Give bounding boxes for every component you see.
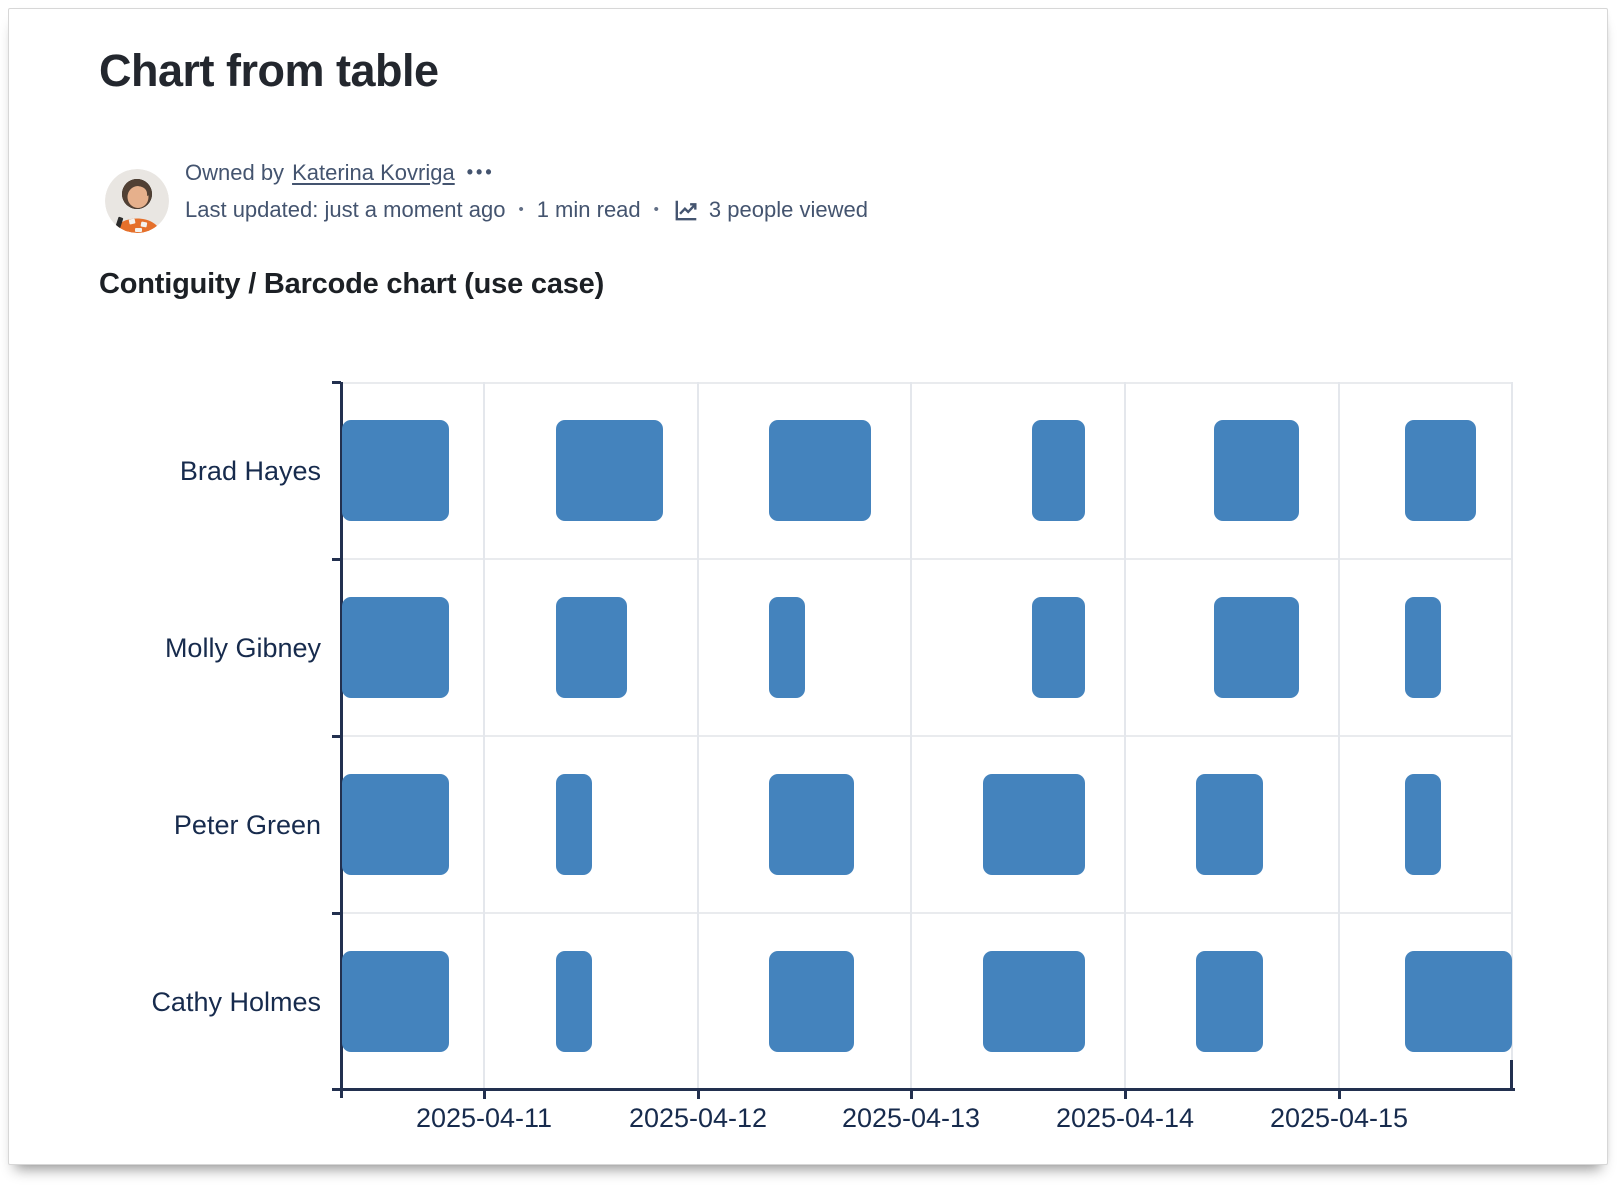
x-axis-tick — [1124, 1090, 1127, 1099]
avatar-image — [105, 169, 169, 233]
read-time-text: 1 min read — [536, 196, 641, 222]
more-actions-button[interactable]: ••• — [466, 162, 495, 182]
dot-separator: • — [653, 201, 659, 218]
bar — [769, 597, 805, 698]
bar — [769, 951, 854, 1052]
byline: Owned by Katerina Kovriga ••• Last updat… — [185, 158, 1085, 224]
x-axis-tick — [483, 1090, 486, 1099]
last-updated-text: Last updated: just a moment ago — [185, 196, 506, 222]
owner-link[interactable]: Katerina Kovriga — [292, 159, 455, 185]
byline-meta-row: Last updated: just a moment ago • 1 min … — [185, 195, 1085, 224]
bar — [1196, 951, 1263, 1052]
category-label: Brad Hayes — [179, 455, 321, 486]
bar — [342, 774, 449, 875]
x-axis-line — [333, 1088, 1515, 1091]
x-tick-label: 2025-04-14 — [1055, 1103, 1195, 1133]
bar — [983, 774, 1085, 875]
category-label: Molly Gibney — [164, 632, 321, 663]
category-label: Peter Green — [173, 809, 321, 840]
x-tick-label: 2025-04-15 — [1269, 1103, 1409, 1133]
bar — [1214, 597, 1299, 698]
day-gridline — [1124, 382, 1126, 1090]
bar — [1032, 597, 1085, 698]
x-axis-tick — [697, 1090, 700, 1099]
bar — [1214, 420, 1299, 521]
bar — [556, 951, 592, 1052]
x-tick-label: 2025-04-13 — [841, 1103, 981, 1133]
page-title: Chart from table — [99, 45, 439, 96]
y-axis-tick — [332, 912, 341, 915]
plot-top-border — [342, 382, 1512, 384]
y-axis-tick — [332, 558, 341, 561]
x-tick-label: 2025-04-12 — [628, 1103, 768, 1133]
trend-chart-icon — [672, 197, 700, 223]
bar — [342, 420, 449, 521]
content-card: Chart from table — [8, 8, 1608, 1165]
bar — [1405, 774, 1441, 875]
avatar[interactable] — [105, 169, 169, 233]
owned-by-label: Owned by — [185, 159, 285, 185]
bar — [342, 951, 449, 1052]
bar — [342, 597, 449, 698]
bar — [1032, 420, 1085, 521]
section-heading: Contiguity / Barcode chart (use case) — [99, 268, 605, 300]
row-gridline — [342, 735, 1512, 737]
plot-right-border — [1511, 382, 1513, 1090]
row-gridline — [342, 558, 1512, 560]
day-gridline — [483, 382, 485, 1090]
row-gridline — [342, 912, 1512, 914]
y-axis-tick — [332, 1088, 341, 1091]
bar — [1405, 597, 1441, 698]
bar — [556, 774, 592, 875]
y-axis-line — [340, 382, 343, 1098]
bar — [769, 420, 871, 521]
views-count-text[interactable]: 3 people viewed — [708, 196, 868, 222]
x-axis-tick — [1338, 1090, 1341, 1099]
bar — [983, 951, 1085, 1052]
y-axis-tick — [332, 735, 341, 738]
x-axis-end-tick — [1510, 1060, 1513, 1088]
byline-owner-row: Owned by Katerina Kovriga ••• — [185, 158, 1085, 187]
day-gridline — [910, 382, 912, 1090]
bar — [1405, 951, 1512, 1052]
category-label: Cathy Holmes — [151, 986, 321, 1017]
bar — [556, 420, 663, 521]
bar — [1196, 774, 1263, 875]
bar — [556, 597, 627, 698]
dot-separator: • — [518, 201, 524, 218]
bar — [1405, 420, 1476, 521]
x-tick-label: 2025-04-11 — [415, 1103, 553, 1133]
day-gridline — [697, 382, 699, 1090]
y-axis-tick — [332, 381, 341, 384]
day-gridline — [1338, 382, 1340, 1090]
x-axis-tick — [910, 1090, 913, 1099]
bar — [769, 774, 854, 875]
